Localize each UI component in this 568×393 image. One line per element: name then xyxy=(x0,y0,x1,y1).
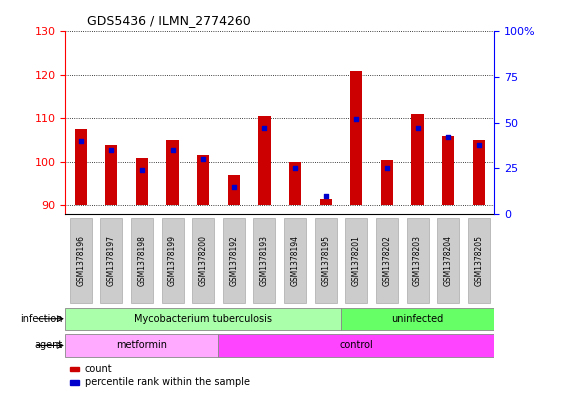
FancyBboxPatch shape xyxy=(284,218,306,303)
Text: GSM1378194: GSM1378194 xyxy=(291,235,299,286)
Bar xyxy=(289,162,301,206)
Point xyxy=(444,134,453,141)
Text: GSM1378201: GSM1378201 xyxy=(352,235,361,286)
Text: count: count xyxy=(85,364,112,374)
Point xyxy=(382,165,391,172)
Bar xyxy=(136,158,148,206)
Point xyxy=(168,147,177,153)
Text: control: control xyxy=(340,340,373,351)
Text: GSM1378204: GSM1378204 xyxy=(444,235,453,286)
Text: GSM1378202: GSM1378202 xyxy=(382,235,391,286)
Bar xyxy=(70,380,79,385)
FancyBboxPatch shape xyxy=(65,334,219,357)
Text: GSM1378196: GSM1378196 xyxy=(76,235,85,286)
FancyBboxPatch shape xyxy=(315,218,337,303)
Text: metformin: metformin xyxy=(116,340,168,351)
Text: GSM1378205: GSM1378205 xyxy=(474,235,483,286)
FancyBboxPatch shape xyxy=(100,218,122,303)
Point xyxy=(474,141,483,148)
Text: Mycobacterium tuberculosis: Mycobacterium tuberculosis xyxy=(134,314,272,324)
Point xyxy=(199,156,208,163)
Bar xyxy=(166,140,179,206)
Text: infection: infection xyxy=(20,314,62,324)
FancyBboxPatch shape xyxy=(219,334,494,357)
Bar xyxy=(350,71,362,206)
Point xyxy=(76,138,85,144)
Text: GSM1378197: GSM1378197 xyxy=(107,235,116,286)
FancyBboxPatch shape xyxy=(192,218,214,303)
Bar xyxy=(320,199,332,206)
Point xyxy=(260,125,269,131)
Bar xyxy=(105,145,118,206)
Text: GSM1378195: GSM1378195 xyxy=(321,235,330,286)
FancyBboxPatch shape xyxy=(341,307,494,330)
Text: GSM1378193: GSM1378193 xyxy=(260,235,269,286)
Text: GSM1378199: GSM1378199 xyxy=(168,235,177,286)
FancyBboxPatch shape xyxy=(223,218,245,303)
FancyBboxPatch shape xyxy=(131,218,153,303)
FancyBboxPatch shape xyxy=(345,218,367,303)
Text: GSM1378192: GSM1378192 xyxy=(229,235,239,286)
FancyBboxPatch shape xyxy=(161,218,183,303)
FancyBboxPatch shape xyxy=(468,218,490,303)
Bar xyxy=(442,136,454,206)
Bar xyxy=(473,140,485,206)
Point xyxy=(107,147,116,153)
Bar xyxy=(197,156,209,206)
Point xyxy=(137,167,147,173)
Bar xyxy=(228,175,240,206)
Point xyxy=(229,184,239,190)
FancyBboxPatch shape xyxy=(65,307,341,330)
Bar xyxy=(74,129,87,206)
Point xyxy=(321,193,330,199)
Bar xyxy=(258,116,270,206)
Point xyxy=(352,116,361,122)
Bar xyxy=(70,367,79,371)
Text: GDS5436 / ILMN_2774260: GDS5436 / ILMN_2774260 xyxy=(87,15,250,28)
Text: GSM1378198: GSM1378198 xyxy=(137,235,147,286)
Text: uninfected: uninfected xyxy=(391,314,444,324)
FancyBboxPatch shape xyxy=(253,218,275,303)
FancyBboxPatch shape xyxy=(407,218,429,303)
Text: GSM1378200: GSM1378200 xyxy=(199,235,208,286)
Text: agent: agent xyxy=(34,340,62,351)
Point xyxy=(290,165,299,172)
Bar xyxy=(381,160,393,206)
Text: percentile rank within the sample: percentile rank within the sample xyxy=(85,377,249,387)
Bar xyxy=(411,114,424,206)
FancyBboxPatch shape xyxy=(437,218,460,303)
FancyBboxPatch shape xyxy=(70,218,91,303)
FancyBboxPatch shape xyxy=(376,218,398,303)
Point xyxy=(413,125,422,131)
Text: GSM1378203: GSM1378203 xyxy=(413,235,422,286)
